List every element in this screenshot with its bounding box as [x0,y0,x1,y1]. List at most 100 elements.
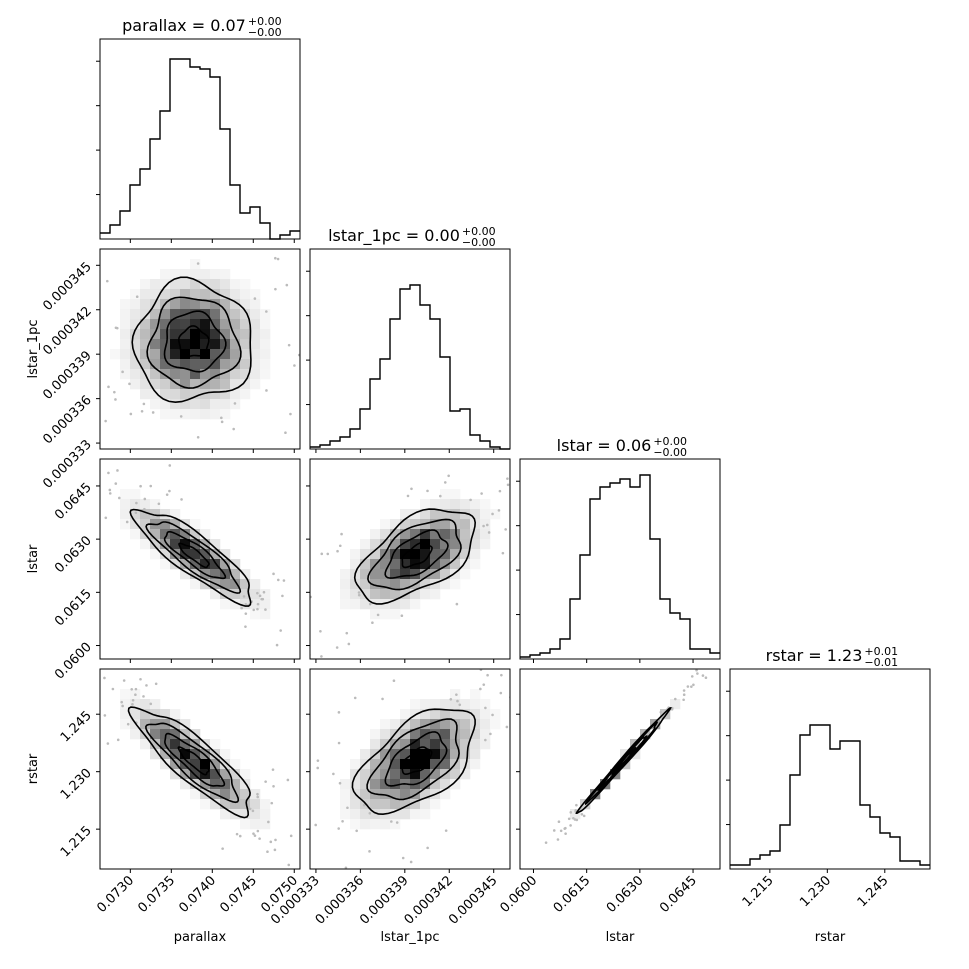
density-cell [410,569,421,580]
density-cell [140,729,151,740]
density-cell [200,379,211,390]
density-cell [470,729,481,740]
panel-frame [309,248,511,450]
density-cell [420,809,431,820]
density-cell [260,359,271,370]
density-cell [380,799,391,810]
ylabel-lstar: lstar [26,544,41,573]
density-cell [470,499,481,510]
sample-point [690,675,694,678]
sample-point [563,827,567,830]
density-cell [420,759,431,770]
sample-point [573,818,577,821]
density-cell [180,389,191,400]
density-cell [460,719,471,730]
density-cell [160,289,171,300]
density-cell [170,769,181,780]
sample-point [455,693,458,696]
density-cell [400,509,411,520]
sample-point [196,262,200,265]
density-cell [200,359,211,370]
sample-point [345,453,348,456]
density-cell [210,299,221,310]
density-cell [450,549,461,560]
density-cell [420,579,431,590]
sample-point [281,835,284,838]
sample-point [251,809,255,813]
density-cell [250,589,261,600]
sample-point [512,746,515,749]
title-lower-lstar_1pc: −0.00 [462,236,496,249]
density-cell [250,609,261,620]
density-cell [480,719,491,730]
density-cell [440,499,451,510]
sample-point [480,492,483,495]
density-cell [430,729,441,740]
density-cell [250,309,261,320]
density-cell [150,709,161,720]
density-cell [150,359,161,370]
sample-point [500,673,503,677]
sample-point [692,683,695,687]
density-cell [240,359,251,370]
density-cell [450,489,461,500]
density-cell [240,379,251,390]
density-cell [170,389,181,400]
sample-point [220,420,224,424]
sample-point [695,669,698,672]
ytick-label-lstar: 0.0615 [52,587,95,630]
density-cell [490,709,501,720]
sample-point [559,829,563,833]
density-cell [130,699,141,710]
density-cell [460,519,471,530]
sample-point [338,781,342,785]
sample-point [368,850,371,853]
density-cell [470,759,481,770]
density-cell [200,559,211,570]
sample-point [504,528,507,531]
sample-point [272,784,275,788]
density-cell [170,349,181,360]
density-cell [120,359,131,370]
density-cell [210,369,221,380]
density-cell [400,759,411,770]
density-cell [200,369,211,380]
sample-point [458,703,462,707]
density-cell [170,379,181,390]
density-cell [340,799,351,810]
sample-point [269,840,273,844]
contour-line [353,508,477,605]
density-cell [190,339,201,350]
density-cell [140,359,151,370]
sample-point [256,795,260,799]
sample-point [128,382,131,386]
sample-point [506,483,510,487]
sample-point [118,496,121,500]
sample-point [511,513,514,516]
sample-point [670,707,674,711]
sample-point [706,663,709,666]
density-cell [190,379,201,390]
density-cell [240,279,251,290]
sample-point [84,667,87,670]
sample-point [426,846,429,850]
sample-point [76,634,79,637]
sample-point [276,578,280,582]
density-cell [400,749,411,760]
density-cell [420,739,431,750]
density-cell [180,739,191,750]
density-cell [150,319,161,330]
sample-point [362,803,366,807]
density-cell [170,299,181,310]
density-cell [250,579,261,590]
density-cell [140,709,151,720]
density-cell [460,559,471,570]
sample-point [66,525,69,528]
density-cell [180,349,191,360]
density-cell [430,509,441,520]
contour-line [164,732,226,787]
density-cell [210,389,221,400]
sample-point [287,343,291,347]
density-cell [120,309,131,320]
density-cell [200,779,211,790]
